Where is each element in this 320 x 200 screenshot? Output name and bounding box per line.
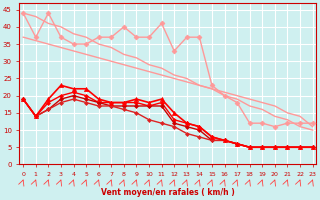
X-axis label: Vent moyen/en rafales ( km/h ): Vent moyen/en rafales ( km/h ) — [101, 188, 235, 197]
